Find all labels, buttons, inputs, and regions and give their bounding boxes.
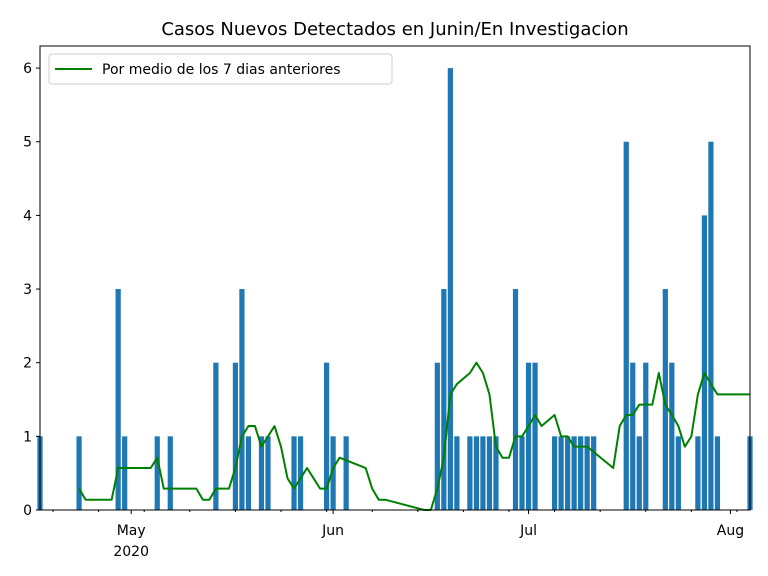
bar xyxy=(708,141,714,510)
bar xyxy=(473,436,480,510)
bar xyxy=(519,436,525,510)
bar xyxy=(76,436,82,510)
x-tick-label: Aug xyxy=(717,523,744,539)
bar xyxy=(122,436,128,510)
bar xyxy=(630,362,636,510)
bar xyxy=(558,436,564,510)
y-axis: 0 1 2 3 4 5 6 xyxy=(23,61,40,519)
bar xyxy=(454,436,460,510)
bar xyxy=(512,289,519,510)
bar xyxy=(265,436,271,510)
bar xyxy=(714,436,721,510)
y-tick-label: 1 xyxy=(23,429,32,445)
x-tick-label: May xyxy=(117,523,146,539)
bar xyxy=(623,141,629,510)
y-tick-label: 2 xyxy=(23,356,32,372)
bar xyxy=(213,362,219,510)
y-tick-label: 6 xyxy=(23,61,32,77)
bar xyxy=(532,362,538,510)
bar xyxy=(565,436,571,510)
x-tick-label: Jun xyxy=(321,523,344,539)
bar xyxy=(291,436,297,510)
x-tick-sublabel: 2020 xyxy=(113,544,149,560)
bar xyxy=(115,289,121,510)
bar xyxy=(675,436,681,510)
chart-title: Casos Nuevos Detectados en Junin/En Inve… xyxy=(161,19,628,40)
bar xyxy=(591,436,597,510)
bar xyxy=(330,436,336,510)
bar xyxy=(467,436,473,510)
y-tick-label: 4 xyxy=(23,208,32,224)
bar xyxy=(701,215,708,510)
bar xyxy=(636,436,642,510)
bar xyxy=(669,362,675,510)
bar xyxy=(486,436,493,510)
bar xyxy=(297,436,304,510)
bar xyxy=(343,436,349,510)
bar xyxy=(551,436,558,510)
legend: Por medio de los 7 dias anteriores xyxy=(48,53,393,85)
bar xyxy=(324,362,330,510)
bar xyxy=(584,436,590,510)
plot-frame xyxy=(39,45,751,511)
bar xyxy=(578,436,584,510)
moving-average-line xyxy=(78,361,750,511)
legend-box xyxy=(48,53,393,85)
bar xyxy=(447,68,453,510)
y-tick-label: 0 xyxy=(23,503,32,519)
bar xyxy=(258,436,265,510)
bar xyxy=(643,362,649,510)
bar xyxy=(525,362,532,510)
line-series xyxy=(78,361,750,511)
bar xyxy=(441,289,447,510)
y-tick-label: 5 xyxy=(23,135,32,151)
bar xyxy=(571,436,577,510)
bar xyxy=(493,436,499,510)
bar xyxy=(662,289,668,510)
y-tick-label: 3 xyxy=(23,282,32,298)
bar xyxy=(232,362,239,510)
bar xyxy=(239,289,245,510)
legend-label: Por medio de los 7 dias anteriores xyxy=(102,62,341,78)
bar xyxy=(167,436,173,510)
x-tick-label: Jul xyxy=(519,523,537,539)
bar xyxy=(480,436,486,510)
bar xyxy=(245,436,252,510)
bar xyxy=(434,362,440,510)
bar-series xyxy=(37,68,753,510)
x-axis: May 2020 Jun Jul Aug xyxy=(52,510,744,560)
bar xyxy=(154,436,160,510)
bar xyxy=(695,436,701,510)
